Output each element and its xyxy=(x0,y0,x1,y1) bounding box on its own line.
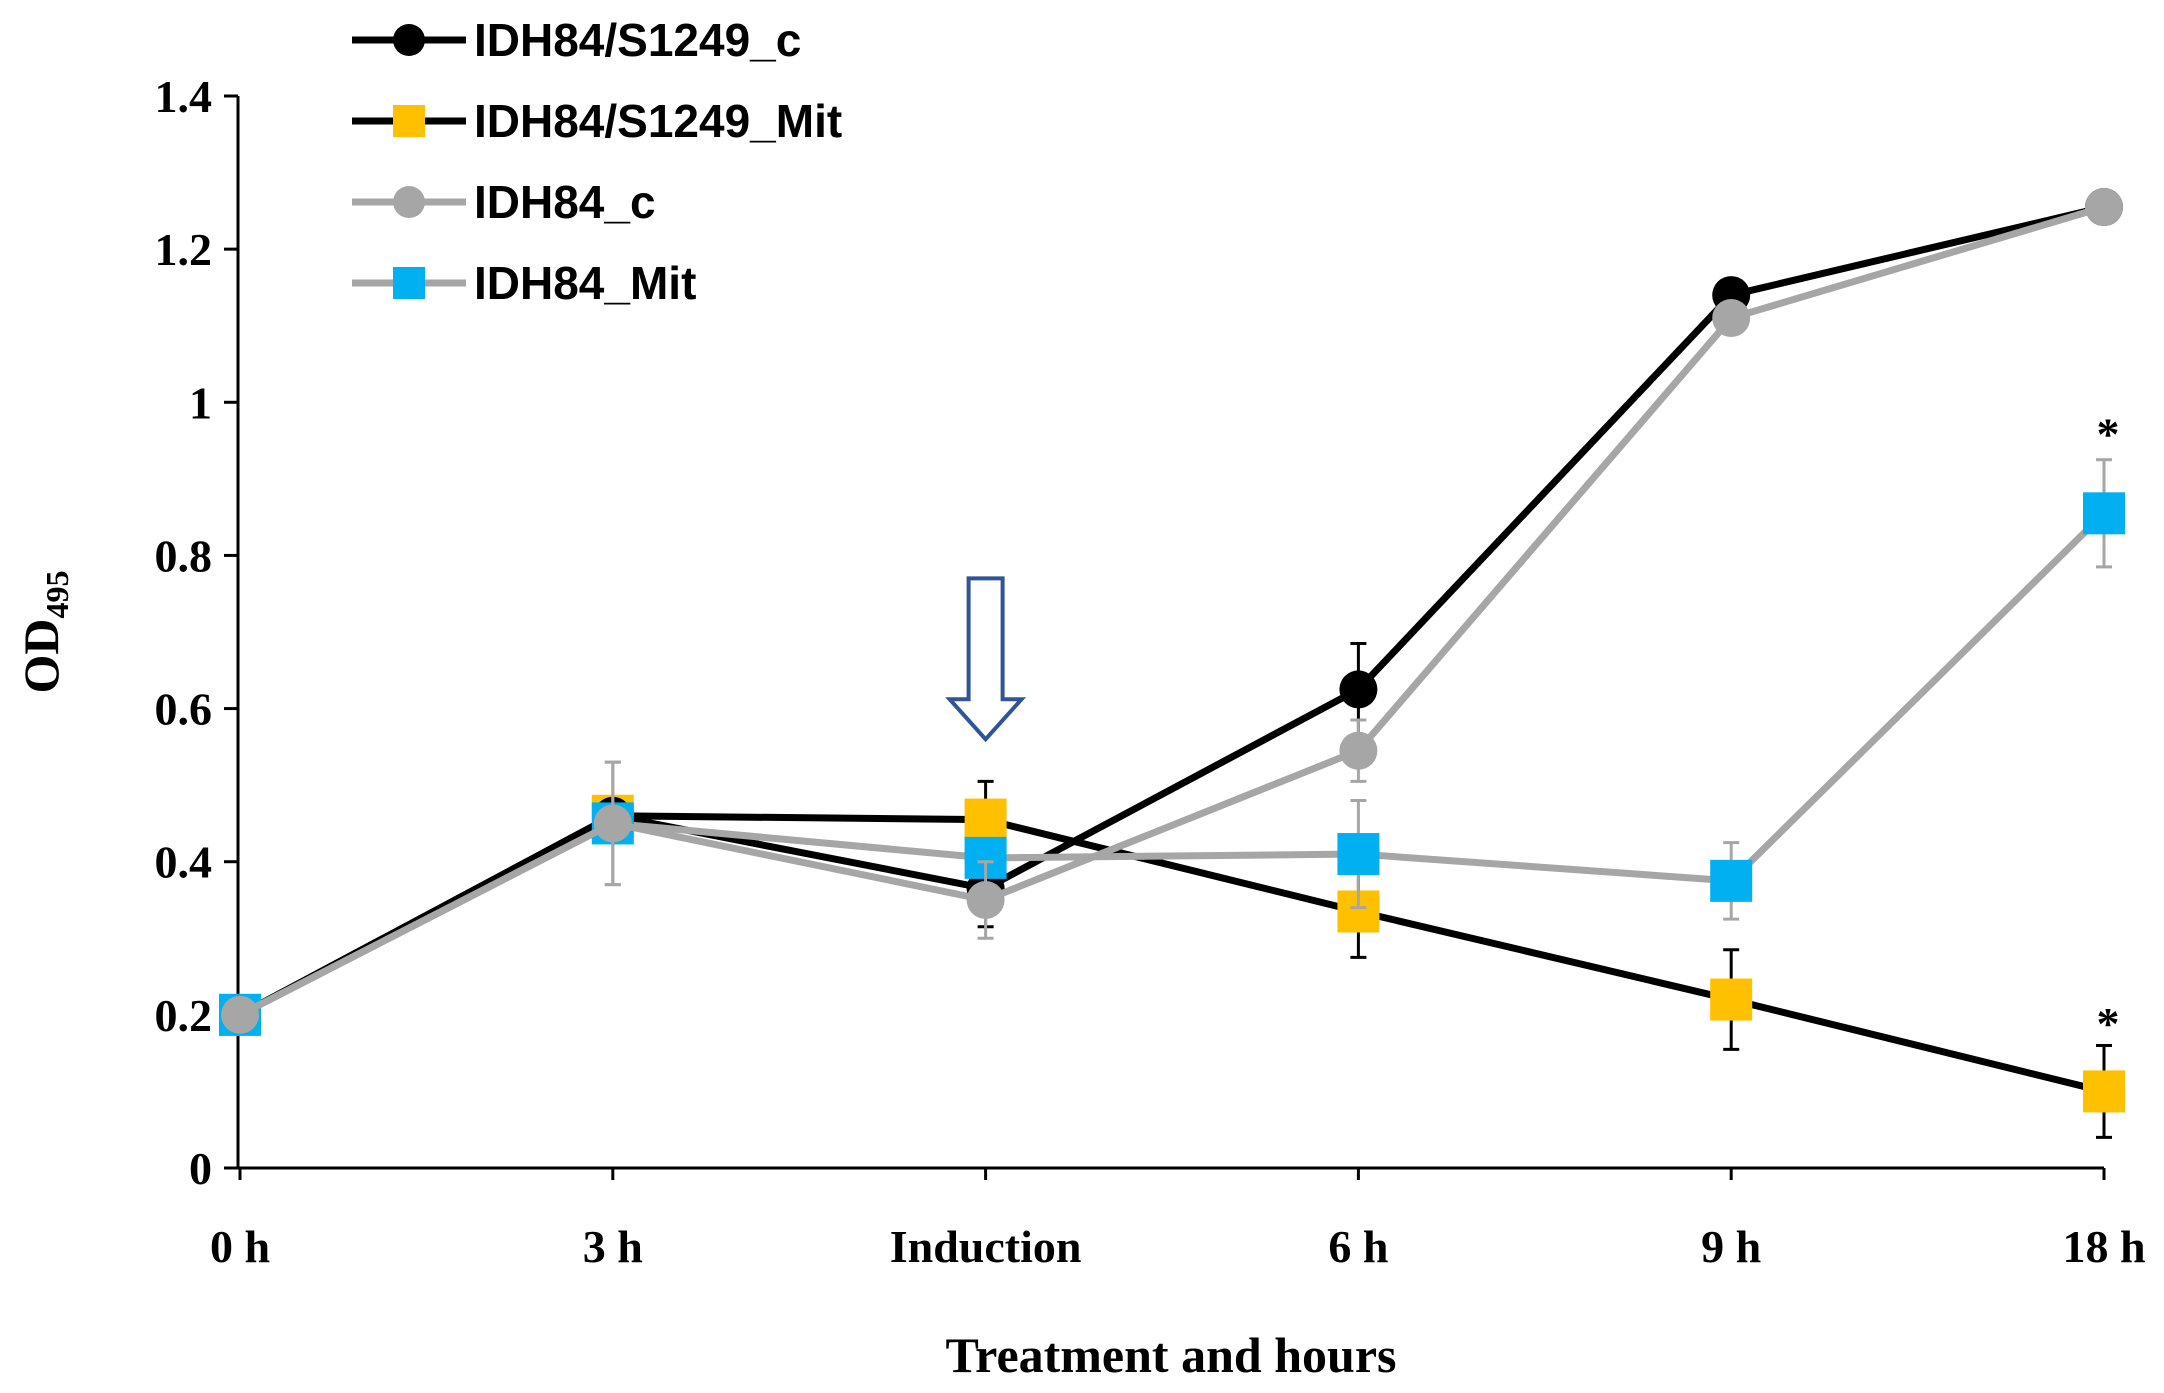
legend-marker xyxy=(393,105,425,137)
series-1 xyxy=(221,188,2123,1034)
data-point xyxy=(1710,859,1753,902)
legend-entry: IDH84/S1249_Mit xyxy=(352,95,842,147)
legend-entry: IDH84/S1249_c xyxy=(352,14,801,66)
legend-entry: IDH84_Mit xyxy=(352,257,696,309)
induction-arrow-layer xyxy=(945,576,1027,743)
series-line xyxy=(238,203,2105,1018)
legend-label: IDH84_c xyxy=(474,176,656,228)
induction-arrow xyxy=(945,576,1027,743)
axes-layer: 0 0.2 0.4 0.6 0.8 1 1.2 1.4 0 h 3 h Induction 6 h 9… xyxy=(155,71,2146,1272)
y-ticks: 0 0.2 0.4 0.6 0.8 1 1.2 1.4 xyxy=(155,71,238,1194)
legend-marker xyxy=(393,267,425,299)
y-tick-label: 1.2 xyxy=(155,224,213,275)
data-point xyxy=(221,995,259,1034)
y-tick-label: 0 xyxy=(189,1143,212,1194)
x-tick-label: Induction xyxy=(890,1221,1082,1272)
y-tick-label: 0.8 xyxy=(155,530,213,581)
legend: IDH84/S1249_c IDH84/S1249_Mit IDH84_c IDH84… xyxy=(352,14,842,309)
data-point xyxy=(1712,299,1751,338)
legend-label: IDH84/S1249_c xyxy=(474,14,801,66)
y-tick-label: 0.6 xyxy=(155,684,213,735)
series-layer xyxy=(219,188,2125,1139)
series-4 xyxy=(219,458,2125,1036)
y-tick-label: 1 xyxy=(189,377,212,428)
y-axis-title-subscript: 495 xyxy=(39,571,75,619)
series-line xyxy=(238,203,2105,1018)
x-axis-title: Treatment and hours xyxy=(946,1327,1397,1383)
y-axis-title-main: OD xyxy=(13,619,69,694)
data-point xyxy=(1339,731,1378,770)
y-tick-label: 0.4 xyxy=(155,837,213,888)
series-3 xyxy=(221,188,2123,1034)
legend-marker xyxy=(393,24,425,56)
significance-asterisk: * xyxy=(2097,408,2120,459)
legend-label: IDH84/S1249_Mit xyxy=(474,95,842,147)
data-point xyxy=(2083,1070,2125,1113)
y-tick-label: 1.4 xyxy=(155,71,213,122)
x-tick-label: 0 h xyxy=(210,1221,270,1272)
annotation-layer: ** xyxy=(2097,408,2120,1049)
y-axis-title: OD495 xyxy=(13,571,75,694)
data-point xyxy=(2083,492,2125,535)
data-point xyxy=(964,798,1007,841)
data-point xyxy=(2085,188,2123,227)
x-tick-label: 6 h xyxy=(1328,1221,1388,1272)
legend-entry: IDH84_c xyxy=(352,176,656,228)
legend-marker xyxy=(393,186,425,218)
series-line xyxy=(238,510,2107,1018)
data-point xyxy=(593,804,632,843)
legend-label: IDH84_Mit xyxy=(474,257,696,309)
x-tick-label: 18 h xyxy=(2062,1221,2145,1272)
series-2 xyxy=(219,779,2125,1139)
data-point xyxy=(1339,670,1378,709)
x-ticks: 0 h 3 h Induction 6 h 9 h 18 h xyxy=(210,1168,2146,1272)
data-point xyxy=(1337,833,1380,876)
data-point xyxy=(1710,978,1753,1021)
x-tick-label: 9 h xyxy=(1701,1221,1761,1272)
x-tick-label: 3 h xyxy=(583,1221,643,1272)
y-tick-label: 0.2 xyxy=(155,990,213,1041)
data-point xyxy=(966,881,1005,919)
significance-asterisk: * xyxy=(2097,998,2120,1049)
